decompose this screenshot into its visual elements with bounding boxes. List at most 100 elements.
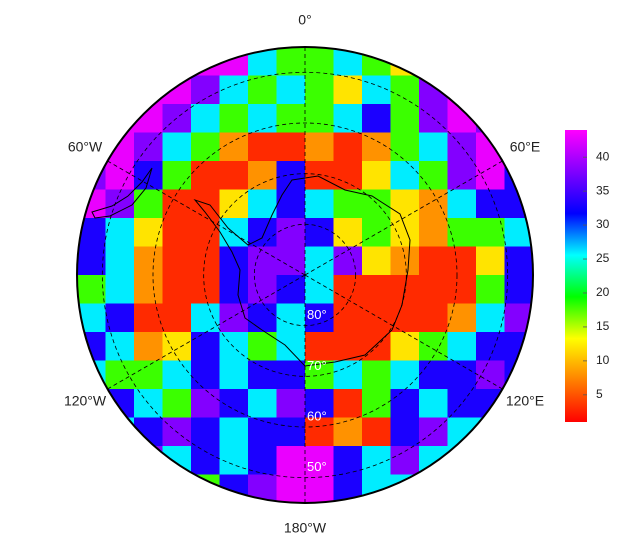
meridian-label: 60°E: [510, 139, 541, 155]
cell: [305, 246, 335, 276]
cell: [248, 275, 278, 305]
cell: [219, 303, 249, 333]
cell: [276, 275, 306, 305]
cell: [219, 132, 249, 162]
cell: [362, 474, 392, 503]
cell: [276, 389, 306, 419]
cell: [191, 446, 221, 476]
cell: [362, 360, 392, 390]
meridian: [107, 274, 306, 390]
cell: [191, 332, 221, 362]
cell: [248, 75, 278, 105]
cell: [219, 189, 249, 219]
cell: [419, 161, 449, 191]
cell: [162, 275, 192, 305]
cell: [305, 104, 335, 134]
cell: [134, 218, 164, 248]
cell: [191, 360, 221, 390]
cell: [105, 474, 135, 503]
cell: [476, 275, 506, 305]
cell: [447, 47, 477, 77]
cell: [305, 275, 335, 305]
cell: [105, 218, 135, 248]
cell: [77, 161, 107, 191]
cell: [276, 132, 306, 162]
cell: [162, 360, 192, 390]
cell: [134, 360, 164, 390]
cell: [504, 332, 533, 362]
meridian-label: 60°W: [68, 139, 103, 155]
cell: [504, 246, 533, 276]
cell: [77, 275, 107, 305]
colorbar: [565, 130, 587, 422]
cell: [162, 332, 192, 362]
cell: [419, 360, 449, 390]
cell: [305, 161, 335, 191]
cell: [162, 218, 192, 248]
cell: [77, 446, 107, 476]
cell: [305, 218, 335, 248]
colorbar-tick-label: 35: [596, 183, 610, 197]
cell: [504, 161, 533, 191]
cell: [305, 303, 335, 333]
colorbar-tick-label: 25: [596, 251, 610, 265]
colorbar-tick-label: 20: [596, 285, 610, 299]
cell: [248, 417, 278, 447]
cell: [105, 332, 135, 362]
cell: [77, 47, 107, 77]
cell: [276, 474, 306, 503]
cell: [219, 246, 249, 276]
cell: [333, 417, 363, 447]
heatmap: [77, 47, 533, 503]
cell: [77, 417, 107, 447]
cell: [390, 417, 420, 447]
cell: [191, 246, 221, 276]
cell: [447, 474, 477, 503]
cell: [476, 189, 506, 219]
cell: [419, 132, 449, 162]
cell: [77, 360, 107, 390]
cell: [191, 161, 221, 191]
cell: [162, 161, 192, 191]
cell: [476, 332, 506, 362]
cell: [248, 161, 278, 191]
cell: [219, 360, 249, 390]
cell: [447, 417, 477, 447]
cell: [276, 104, 306, 134]
cell: [333, 246, 363, 276]
cell: [419, 246, 449, 276]
cell: [134, 189, 164, 219]
colorbar-tick-label: 10: [596, 353, 610, 367]
cell: [248, 246, 278, 276]
cell: [219, 417, 249, 447]
cell: [248, 303, 278, 333]
cell: [362, 389, 392, 419]
cell: [305, 332, 335, 362]
cell: [390, 389, 420, 419]
cell: [248, 360, 278, 390]
meridian: [107, 160, 306, 276]
cell: [476, 161, 506, 191]
cell: [362, 417, 392, 447]
cell: [362, 161, 392, 191]
cell: [248, 389, 278, 419]
cell: [447, 332, 477, 362]
cell: [77, 75, 107, 105]
cell: [191, 474, 221, 503]
cell: [333, 218, 363, 248]
cell: [447, 303, 477, 333]
cell: [77, 246, 107, 276]
cell: [333, 132, 363, 162]
cell: [362, 218, 392, 248]
cell: [333, 360, 363, 390]
cell: [390, 104, 420, 134]
cell: [105, 246, 135, 276]
cell: [476, 360, 506, 390]
cell: [362, 104, 392, 134]
cell: [105, 161, 135, 191]
cell: [476, 474, 506, 503]
parallel: [152, 122, 458, 428]
cell: [504, 75, 533, 105]
cell: [219, 275, 249, 305]
